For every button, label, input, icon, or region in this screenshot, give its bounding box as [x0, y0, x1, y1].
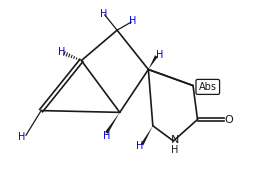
Text: H: H — [156, 50, 163, 60]
Text: H: H — [18, 132, 26, 142]
Text: H: H — [58, 47, 66, 57]
FancyBboxPatch shape — [196, 79, 220, 94]
Text: N: N — [170, 135, 179, 145]
Polygon shape — [105, 112, 120, 134]
Text: H: H — [136, 141, 143, 151]
Text: H: H — [100, 9, 107, 19]
Text: Abs: Abs — [199, 82, 217, 92]
Text: H: H — [103, 131, 110, 141]
Text: H: H — [171, 145, 179, 155]
Text: O: O — [225, 115, 234, 125]
Polygon shape — [148, 55, 158, 70]
Text: H: H — [129, 16, 136, 26]
Polygon shape — [141, 126, 153, 145]
